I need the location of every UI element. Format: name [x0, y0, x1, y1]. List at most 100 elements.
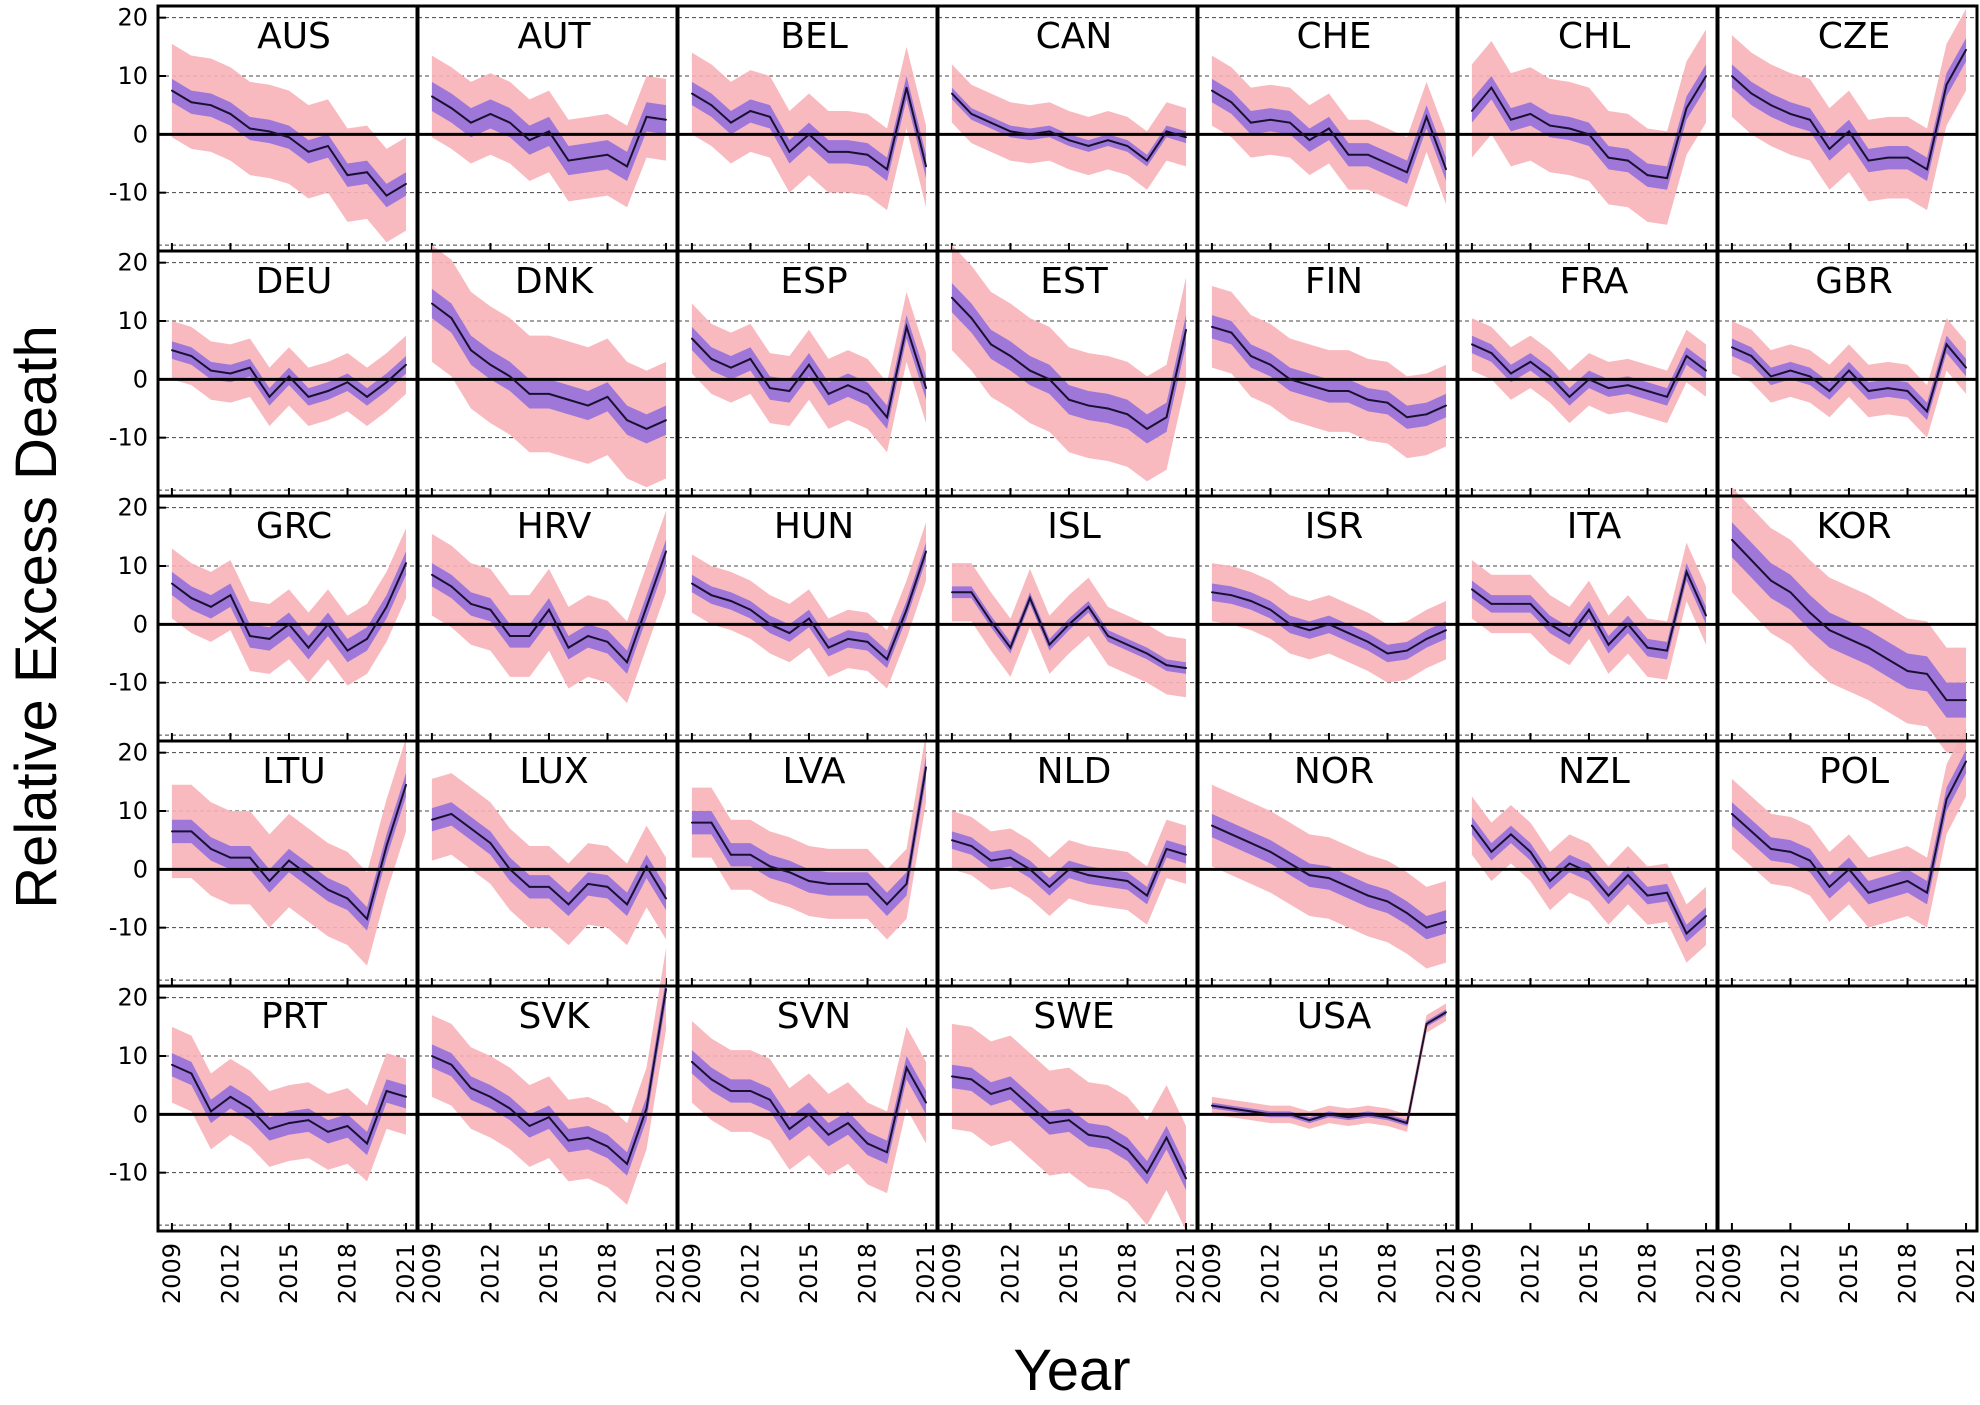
data-point	[691, 92, 693, 95]
data-point	[307, 395, 310, 398]
data-point	[587, 1136, 589, 1139]
data-point	[171, 89, 173, 92]
data-point	[249, 366, 251, 369]
data-point	[548, 608, 550, 611]
data-point	[288, 623, 290, 626]
x-tick-label: 2015	[1835, 1243, 1863, 1304]
data-point	[431, 573, 433, 576]
data-point	[509, 635, 511, 637]
panel-svk: SVK 2009 2012 2015 2018 2021	[416, 948, 680, 1304]
panel-label: DNK	[515, 261, 595, 302]
data-point	[1425, 1023, 1428, 1025]
data-point	[288, 136, 290, 139]
data-point	[1146, 894, 1148, 897]
panel-grc: GRC 20 10 0 -10	[109, 494, 419, 743]
inner-uncertainty-band	[171, 1053, 407, 1156]
data-point	[587, 156, 589, 159]
data-point	[1705, 614, 1707, 617]
data-point	[470, 349, 472, 352]
data-point	[951, 296, 953, 299]
panel-label: ISL	[1047, 506, 1101, 547]
data-point	[665, 118, 667, 121]
data-point	[171, 349, 173, 352]
data-point	[190, 597, 193, 599]
data-point	[1568, 395, 1571, 398]
panel-label: DEU	[256, 261, 333, 302]
data-point	[990, 859, 992, 862]
data-point	[1328, 1113, 1330, 1116]
data-point	[1789, 369, 1792, 372]
data-point	[866, 883, 869, 885]
data-point	[405, 363, 407, 366]
x-tick-label: 2021	[1952, 1243, 1980, 1304]
data-point	[548, 393, 550, 395]
data-point	[808, 1113, 810, 1116]
data-point	[1230, 1107, 1233, 1110]
data-point	[587, 883, 589, 885]
data-point	[1029, 868, 1031, 871]
data-point	[567, 646, 570, 649]
data-point	[1588, 871, 1590, 874]
data-point	[1770, 375, 1772, 378]
data-point	[788, 632, 791, 634]
data-point	[366, 638, 368, 640]
data-point	[210, 369, 212, 372]
data-point	[905, 86, 908, 89]
data-point	[548, 885, 550, 888]
data-point	[749, 358, 752, 360]
data-point	[1165, 416, 1168, 419]
data-point	[210, 848, 212, 850]
inner-uncertainty-band	[1471, 816, 1707, 943]
panel-label: KOR	[1817, 506, 1892, 547]
data-point	[288, 375, 290, 378]
data-point	[327, 888, 329, 891]
panel-cze: CZE	[1716, 4, 1979, 253]
inner-uncertainty-band	[171, 773, 407, 931]
panel-kor: KOR	[1716, 487, 1979, 753]
data-point	[1646, 894, 1649, 897]
data-point	[970, 1078, 973, 1081]
data-point	[645, 115, 648, 118]
data-point	[327, 145, 329, 147]
data-point	[450, 585, 453, 588]
data-point	[268, 638, 271, 640]
data-point	[190, 101, 193, 104]
panel-hun: HUN	[676, 494, 939, 743]
data-point	[171, 1063, 173, 1066]
panel-fin: FIN	[1196, 249, 1459, 498]
y-tick-label: 20	[117, 4, 148, 32]
data-point	[327, 390, 329, 392]
data-point	[528, 139, 531, 142]
x-tick-label: 2012	[1256, 1243, 1284, 1304]
data-point	[808, 133, 810, 136]
data-point	[1367, 1113, 1369, 1116]
data-point	[886, 1151, 888, 1154]
data-point	[249, 635, 251, 637]
data-point	[1906, 670, 1909, 672]
data-point	[346, 649, 349, 652]
data-point	[626, 903, 628, 906]
data-point	[691, 337, 693, 340]
data-point	[405, 183, 407, 185]
data-point	[1068, 139, 1070, 142]
data-point	[808, 880, 810, 882]
data-point	[307, 874, 310, 877]
panel-pol: POL	[1716, 726, 1979, 988]
data-point	[1328, 390, 1330, 392]
x-tick-label: 2018	[854, 1243, 882, 1304]
data-point	[1211, 89, 1213, 92]
panel-can: CAN	[936, 4, 1199, 253]
y-tick-label: 20	[117, 739, 148, 767]
data-point	[171, 582, 173, 585]
data-point	[769, 1098, 771, 1101]
data-point	[1406, 1122, 1408, 1124]
data-point	[1549, 623, 1551, 626]
data-point	[1425, 413, 1428, 416]
x-tick-label: 2018	[1374, 1243, 1402, 1304]
data-point	[626, 1163, 628, 1165]
data-point	[1685, 107, 1688, 109]
data-point	[431, 1055, 433, 1057]
y-axis-title: Relative Excess Death	[4, 325, 69, 908]
outer-uncertainty-band	[1211, 286, 1447, 459]
data-point	[1185, 667, 1187, 669]
